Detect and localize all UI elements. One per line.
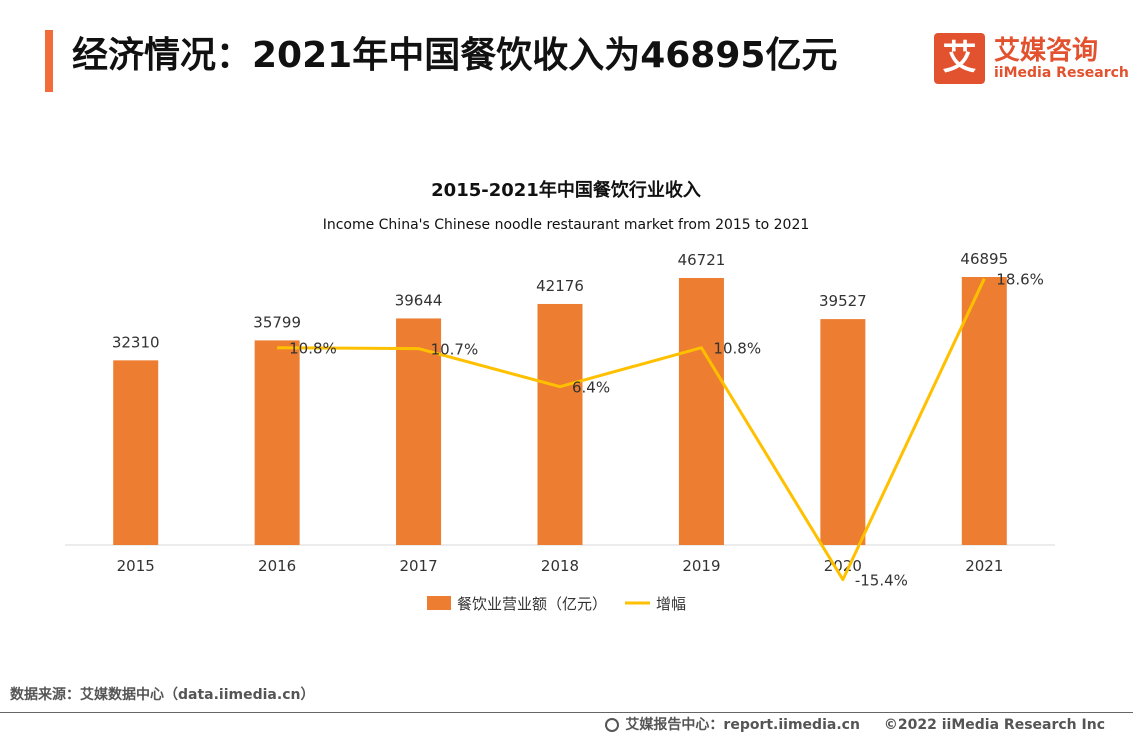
chart-title: 2015-2021年中国餐饮行业收入 [431,179,701,201]
bar-2016 [254,340,300,545]
growth-label-2019: 10.8% [713,340,761,358]
bar-value-label-2018: 42176 [536,277,584,295]
legend-bar-swatch [427,596,451,610]
bar-value-label-2020: 39527 [819,292,867,310]
legend-line-label: 增幅 [656,595,686,613]
growth-label-2018: 6.4% [572,379,610,397]
bar-value-label-2019: 46721 [678,251,726,269]
page-title: 经济情况：2021年中国餐饮收入为46895亿元 [72,35,838,76]
bar-value-label-2021: 46895 [960,250,1008,268]
legend-bar-label: 餐饮业营业额（亿元） [457,595,607,613]
x-tick-label-2017: 2017 [399,557,437,575]
growth-line [277,278,986,582]
x-tick-label-2018: 2018 [541,557,579,575]
logo-english-name: iiMedia Research [994,65,1129,81]
x-tick-label-2015: 2015 [117,557,155,575]
chart-subtitle: Income China's Chinese noodle restaurant… [323,217,810,233]
footer-right: 艾媒报告中心：report.iimedia.cn ©2022 iiMedia Re… [605,714,1105,734]
bar-value-label-2017: 39644 [395,291,443,309]
bar-2020 [820,319,866,545]
bar-value-label-2015: 32310 [112,333,160,351]
logo-mark: 艾 [934,33,985,84]
bar-2017 [396,318,442,545]
bar-2021 [961,277,1007,545]
title-accent-bar [45,30,53,92]
globe-icon [605,718,620,732]
bar-2019 [678,277,724,545]
growth-label-2017: 10.7% [431,341,479,359]
growth-label-2021: 18.6% [996,271,1044,289]
growth-label-2020: -15.4% [855,572,908,590]
data-source: 数据来源：艾媒数据中心（data.iimedia.cn） [10,687,315,703]
bar-value-label-2016: 35799 [253,313,301,331]
footer-divider [0,712,1133,713]
x-tick-label-2019: 2019 [682,557,720,575]
logo-chinese-name: 艾媒咨询 [994,36,1099,66]
x-tick-label-2016: 2016 [258,557,296,575]
copyright: ©2022 iiMedia Research Inc [883,717,1105,733]
bar-2018 [537,303,583,545]
report-center-link[interactable]: 艾媒报告中心：report.iimedia.cn [625,717,860,733]
growth-label-2016: 10.8% [289,340,337,358]
x-tick-label-2021: 2021 [965,557,1003,575]
iimedia-logo: 艾 艾媒咨询 iiMedia Research [934,30,1129,90]
bar-2015 [113,360,159,545]
